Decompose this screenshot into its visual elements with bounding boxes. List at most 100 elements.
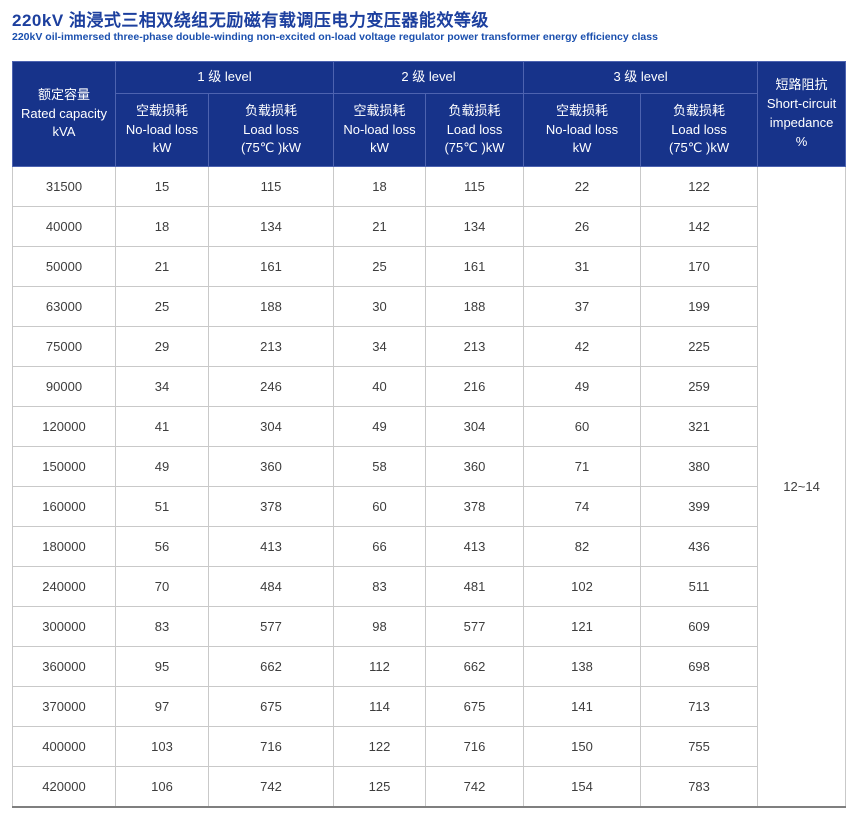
cell-l3-load: 783 [640,766,759,808]
table-row: 150000 49 360 58 360 71 380 [12,446,846,487]
cell-l1-load: 742 [207,766,335,808]
cell-capacity: 370000 [12,686,116,727]
table-row: 63000 25 188 30 188 37 199 [12,286,846,327]
cell-l2-no-load: 25 [333,246,427,287]
cell-l1-no-load: 21 [115,246,209,287]
cell-l2-load: 216 [425,366,525,407]
cell-l2-no-load: 49 [333,406,427,447]
table-row: 31500 15 115 18 115 22 122 12~14 [12,166,847,808]
cell-l3-no-load: 141 [523,686,642,727]
cell-l2-no-load: 21 [333,206,427,247]
cell-l1-no-load: 29 [115,326,209,367]
table-row: 420000 106 742 125 742 154 783 [12,766,846,808]
cell-l3-no-load: 60 [523,406,642,447]
cell-l2-load: 213 [425,326,525,367]
cell-l1-load: 213 [207,326,335,367]
cell-l2-load: 360 [425,446,525,487]
cell-l1-load: 360 [207,446,335,487]
cell-l1-no-load: 95 [115,646,209,687]
cell-capacity: 63000 [12,286,116,327]
cell-l1-load: 716 [207,726,335,767]
cell-l2-no-load: 125 [333,766,427,808]
cell-l1-load: 484 [207,566,335,607]
header-level-1: 1 级 level [114,61,335,94]
table-row: 240000 70 484 83 481 102 511 [12,566,846,607]
cell-l3-load: 321 [640,406,759,447]
cell-capacity: 180000 [12,526,116,567]
cell-l2-no-load: 60 [333,486,427,527]
cell-l1-no-load: 15 [115,166,209,207]
table-row: 40000 18 134 21 134 26 142 [12,206,846,247]
header-level-2: 2 级 level [333,61,525,94]
cell-l2-load: 716 [425,726,525,767]
cell-capacity: 240000 [12,566,116,607]
cell-capacity: 50000 [12,246,116,287]
cell-l2-no-load: 30 [333,286,427,327]
cell-l1-no-load: 49 [115,446,209,487]
cell-l2-no-load: 18 [333,166,427,207]
cell-l2-no-load: 34 [333,326,427,367]
table-row: 50000 21 161 25 161 31 170 [12,246,846,287]
cell-l3-load: 436 [640,526,759,567]
cell-l1-load: 134 [207,206,335,247]
table-row: 360000 95 662 112 662 138 698 [12,646,846,687]
cell-l2-no-load: 83 [333,566,427,607]
cell-l2-load: 662 [425,646,525,687]
table-body: 31500 15 115 18 115 22 122 12~14 40000 18 134 21 134… [12,166,847,808]
cell-l3-no-load: 49 [523,366,642,407]
cell-capacity: 120000 [12,406,116,447]
cell-l1-load: 246 [207,366,335,407]
cell-l3-no-load: 26 [523,206,642,247]
cell-l3-load: 259 [640,366,759,407]
cell-l3-no-load: 22 [523,166,642,207]
cell-l1-no-load: 97 [115,686,209,727]
cell-l1-no-load: 83 [115,606,209,647]
table-row: 400000 103 716 122 716 150 755 [12,726,846,767]
cell-l1-no-load: 103 [115,726,209,767]
cell-l2-load: 577 [425,606,525,647]
cell-l2-load: 481 [425,566,525,607]
table-row: 370000 97 675 114 675 141 713 [12,686,846,727]
cell-l3-load: 142 [640,206,759,247]
cell-l2-no-load: 66 [333,526,427,567]
cell-l3-no-load: 74 [523,486,642,527]
cell-l2-load: 413 [425,526,525,567]
cell-capacity: 400000 [12,726,116,767]
header-rated-capacity: 额定容量 Rated capacity kVA [12,61,116,167]
cell-l1-no-load: 70 [115,566,209,607]
cell-l3-no-load: 150 [523,726,642,767]
table-row: 120000 41 304 49 304 60 321 [12,406,846,447]
cell-l3-no-load: 138 [523,646,642,687]
cell-capacity: 40000 [12,206,116,247]
cell-l2-load: 378 [425,486,525,527]
cell-l3-no-load: 71 [523,446,642,487]
table-row: 180000 56 413 66 413 82 436 [12,526,846,567]
header-l3-load-loss: 负载损耗 Load loss (75℃ )kW [640,93,759,167]
cell-l3-no-load: 154 [523,766,642,808]
cell-l2-load: 161 [425,246,525,287]
cell-l1-load: 577 [207,606,335,647]
header-l2-load-loss: 负载损耗 Load loss (75℃ )kW [425,93,525,167]
cell-l1-no-load: 41 [115,406,209,447]
cell-l3-no-load: 42 [523,326,642,367]
cell-l3-no-load: 121 [523,606,642,647]
cell-capacity: 300000 [12,606,116,647]
cell-l1-no-load: 34 [115,366,209,407]
cell-l3-load: 609 [640,606,759,647]
table-row: 90000 34 246 40 216 49 259 [12,366,846,407]
cell-l2-load: 675 [425,686,525,727]
cell-l2-no-load: 58 [333,446,427,487]
table-row: 75000 29 213 34 213 42 225 [12,326,846,367]
table-row: 160000 51 378 60 378 74 399 [12,486,846,527]
cell-capacity: 90000 [12,366,116,407]
cell-l1-load: 675 [207,686,335,727]
header-l1-load-loss: 负载损耗 Load loss (75℃ )kW [207,93,335,167]
cell-l3-load: 511 [640,566,759,607]
header-l1-no-load-loss: 空载损耗 No-load loss kW [115,93,209,167]
cell-capacity: 150000 [12,446,116,487]
cell-l2-load: 188 [425,286,525,327]
header-sub-row: 空载损耗 No-load loss kW 负载损耗 Load loss (75℃… [13,93,846,167]
cell-l1-load: 378 [207,486,335,527]
efficiency-table: 额定容量 Rated capacity kVA 1 级 level 2 级 le… [12,61,847,808]
